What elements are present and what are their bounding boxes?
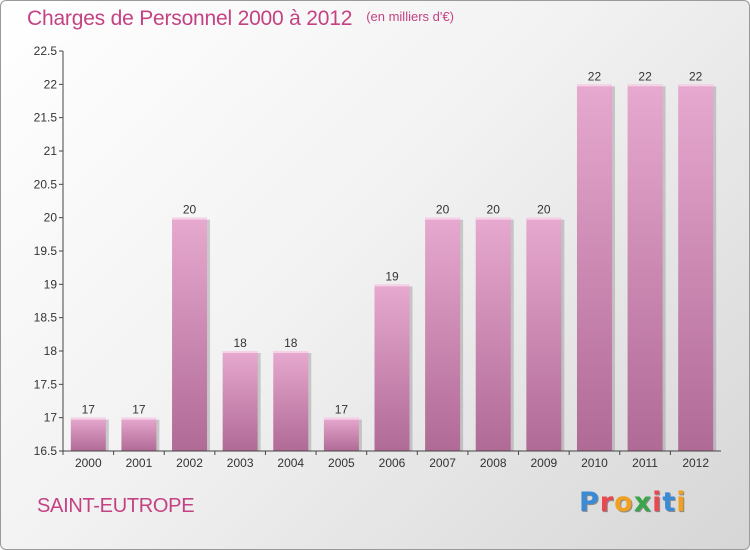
bar: [273, 351, 309, 451]
bar: [526, 217, 562, 451]
y-tick-label: 19: [44, 277, 58, 291]
bar-top-highlight: [576, 84, 612, 87]
x-tick-label: 2005: [328, 456, 355, 470]
bar-top-highlight: [526, 217, 562, 220]
x-tick-label: 2001: [126, 456, 153, 470]
x-tick-label: 2002: [176, 456, 203, 470]
bar: [475, 217, 511, 451]
bar: [425, 217, 461, 451]
y-tick-label: 17.5: [34, 377, 58, 391]
bar-top-highlight: [222, 351, 258, 353]
bar: [222, 351, 258, 451]
x-tick-label: 2008: [480, 456, 507, 470]
logo-letter: i: [676, 487, 687, 518]
data-label: 20: [487, 203, 501, 217]
bar: [172, 217, 208, 451]
data-label: 17: [335, 403, 349, 417]
data-label: 20: [183, 203, 197, 217]
y-tick-label: 21: [44, 144, 58, 158]
y-tick-label: 20: [44, 211, 58, 225]
chart-title: Charges de Personnel 2000 à 2012 (en mill…: [27, 7, 454, 31]
bar: [627, 84, 663, 451]
bar: [576, 84, 612, 451]
x-tick-label: 2000: [75, 456, 102, 470]
bar-top-highlight: [425, 217, 461, 220]
data-label: 20: [537, 203, 551, 217]
bar-top-highlight: [323, 417, 359, 420]
bar-top-highlight: [627, 84, 663, 87]
data-label: 18: [233, 336, 247, 350]
bar-top-highlight: [273, 351, 309, 353]
data-label: 22: [588, 69, 602, 83]
bar: [121, 417, 157, 451]
x-tick-label: 2012: [682, 456, 709, 470]
y-tick-label: 18.5: [34, 311, 58, 325]
logo-letter: i: [652, 487, 663, 518]
logo-letter: P: [579, 487, 600, 518]
axis-layer: [59, 50, 721, 455]
x-tick-label: 2004: [277, 456, 304, 470]
bar: [678, 84, 714, 451]
y-tick-label: 18: [44, 344, 58, 358]
bar-top-highlight: [475, 217, 511, 220]
logo-letter: o: [614, 487, 634, 518]
data-label: 17: [132, 403, 146, 417]
x-tick-label: 2011: [632, 456, 658, 470]
y-tick-label: 21.5: [34, 111, 58, 125]
y-tick-label: 20.5: [34, 177, 58, 191]
logo-letter: t: [662, 487, 677, 518]
data-label: 19: [385, 269, 399, 283]
x-tick-label: 2006: [379, 456, 406, 470]
bar: [323, 417, 359, 451]
x-tick-label: 2007: [429, 456, 456, 470]
bar-top-highlight: [121, 417, 157, 420]
bar-top-highlight: [374, 284, 410, 287]
data-label: 18: [284, 336, 298, 350]
data-label: 20: [436, 203, 450, 217]
commune-name: SAINT-EUTROPE: [37, 495, 195, 517]
x-tick-label: 2010: [581, 456, 608, 470]
y-tick-label: 19.5: [34, 244, 58, 258]
data-label: 17: [82, 403, 96, 417]
logo-letter: r: [599, 487, 615, 518]
bar-top-highlight: [678, 84, 714, 87]
data-label: 22: [638, 69, 652, 83]
labels-layer: 17 2000 17 2001 20 2002 18 2003 18 2004 17 2005 19 20…: [34, 44, 710, 470]
logo-letter: x: [633, 487, 653, 518]
proxiti-logo[interactable]: Proxiti: [579, 487, 687, 518]
bar: [374, 284, 410, 451]
y-tick-label: 17: [44, 411, 58, 425]
chart-title-text: Charges de Personnel 2000 à 2012: [27, 7, 353, 30]
bar-top-highlight: [172, 217, 208, 220]
y-tick-label: 16.5: [34, 444, 58, 458]
unit-note: (en milliers d'€): [366, 9, 454, 24]
x-tick-label: 2009: [530, 456, 557, 470]
bar: [70, 417, 106, 451]
y-tick-label: 22.5: [34, 44, 58, 58]
bars-layer: [70, 84, 717, 451]
bar-top-highlight: [70, 417, 106, 420]
data-label: 22: [689, 69, 703, 83]
x-tick-label: 2003: [227, 456, 254, 470]
y-tick-label: 22: [44, 77, 58, 91]
